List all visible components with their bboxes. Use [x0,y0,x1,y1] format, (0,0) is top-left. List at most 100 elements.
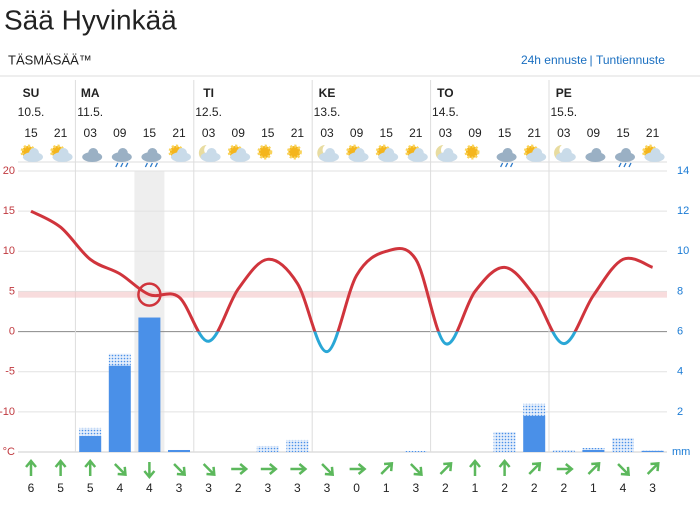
weather-icon [257,144,273,160]
wind-speed: 2 [442,481,449,495]
weather-icon [168,144,191,162]
y2-tick-label: 10 [677,245,689,257]
wind-arrow [617,463,631,477]
day-date: 11.5. [77,105,103,119]
icon-cloud [443,148,454,158]
hour-label: 15 [261,126,275,140]
precip-range [108,353,131,366]
wind-speed: 4 [146,481,153,495]
icon-cloud [413,148,424,158]
day-name: TO [437,86,453,100]
icon-cloud [354,148,365,158]
precip-bar [79,435,102,452]
hour-label: 09 [113,126,127,140]
day-date: 14.5. [432,105,459,119]
day-date: 10.5. [18,105,45,119]
wind-arrow [528,461,542,475]
wind-arrow [439,461,453,475]
icon-sun [257,144,273,160]
icon-cloud [621,148,631,158]
hour-label: 21 [646,126,660,140]
wind-arrow [321,463,335,477]
hour-label: 09 [468,126,482,140]
icon-cloud [325,148,335,158]
icon-cloud [561,148,572,158]
link-24h[interactable]: 24h ennuste [521,53,587,67]
icon-rain [618,162,632,168]
precip-bar [582,449,605,452]
weather-icon [346,144,369,162]
precip-range [612,437,634,452]
wind-speed: 3 [294,481,301,495]
hour-label: 21 [291,126,305,140]
hour-label: 03 [557,126,571,140]
link-hourly[interactable]: Tuntiennuste [596,53,665,67]
wind-arrow [556,463,574,475]
y2-tick-label: 14 [677,165,689,177]
y-unit: °C [3,446,15,458]
y-tick-label: -5 [5,366,15,378]
icon-cloud [117,148,128,158]
day-name: MA [81,86,100,100]
wind-arrow [290,463,308,475]
wind-arrow [202,463,216,477]
precip-bar [138,317,161,452]
icon-rain [500,162,514,168]
weather-icon [227,144,251,162]
weather-icon [615,148,635,168]
page-title: Sää Hyvinkää [4,4,177,35]
hour-label: 21 [172,126,186,140]
precip-range [552,449,575,452]
precip-bar [168,449,190,452]
hour-label: 15 [498,126,512,140]
wind-speed: 3 [324,481,331,495]
weather-icon [464,144,480,160]
wind-speed: 2 [501,481,508,495]
wind-arrow [498,459,511,476]
y2-tick-label: 4 [677,366,683,378]
temperature-line [30,209,654,354]
icon-cloud [591,148,602,158]
icon-sun [286,144,302,160]
y2-unit: mm [672,446,690,458]
wind-speed: 2 [531,481,538,495]
day-date: 12.5. [195,105,222,119]
day-date: 13.5. [314,105,341,119]
wind-speed: 1 [590,481,597,495]
wind-arrow [646,461,660,475]
wind-speed: 1 [383,481,390,495]
precip-range [79,427,102,436]
icon-cloud [58,148,69,158]
precip-bar [108,365,131,452]
weather-icon [435,145,458,162]
weather-icon [111,148,132,168]
hour-label: 03 [320,126,334,140]
current-marker [137,282,162,307]
weather-icon [317,145,339,162]
weather-icon [198,145,221,162]
hour-label: 03 [84,126,98,140]
wind-arrow [260,463,278,475]
hour-label: 15 [380,126,394,140]
icon-cloud [384,148,395,158]
weather-icon [642,144,665,162]
weather-icon [20,144,43,162]
weather-icon [405,144,428,162]
icon-cloud [147,148,158,158]
wind-speed: 3 [176,481,183,495]
weather-icon [50,144,73,162]
hour-label: 03 [202,126,216,140]
icon-cloud [177,148,187,158]
precip-range [286,439,309,452]
weather-icon [375,144,399,162]
weather-icon [554,145,576,162]
wind-arrow [469,459,481,476]
wind-arrow [54,459,67,476]
y-tick-label: 15 [3,205,15,217]
y-tick-label: -10 [0,406,15,418]
icon-rain [144,162,158,168]
wind-speed: 4 [116,481,123,495]
current-temp-band [18,291,667,298]
hour-label: 21 [54,126,68,140]
weather-icon [523,144,547,162]
